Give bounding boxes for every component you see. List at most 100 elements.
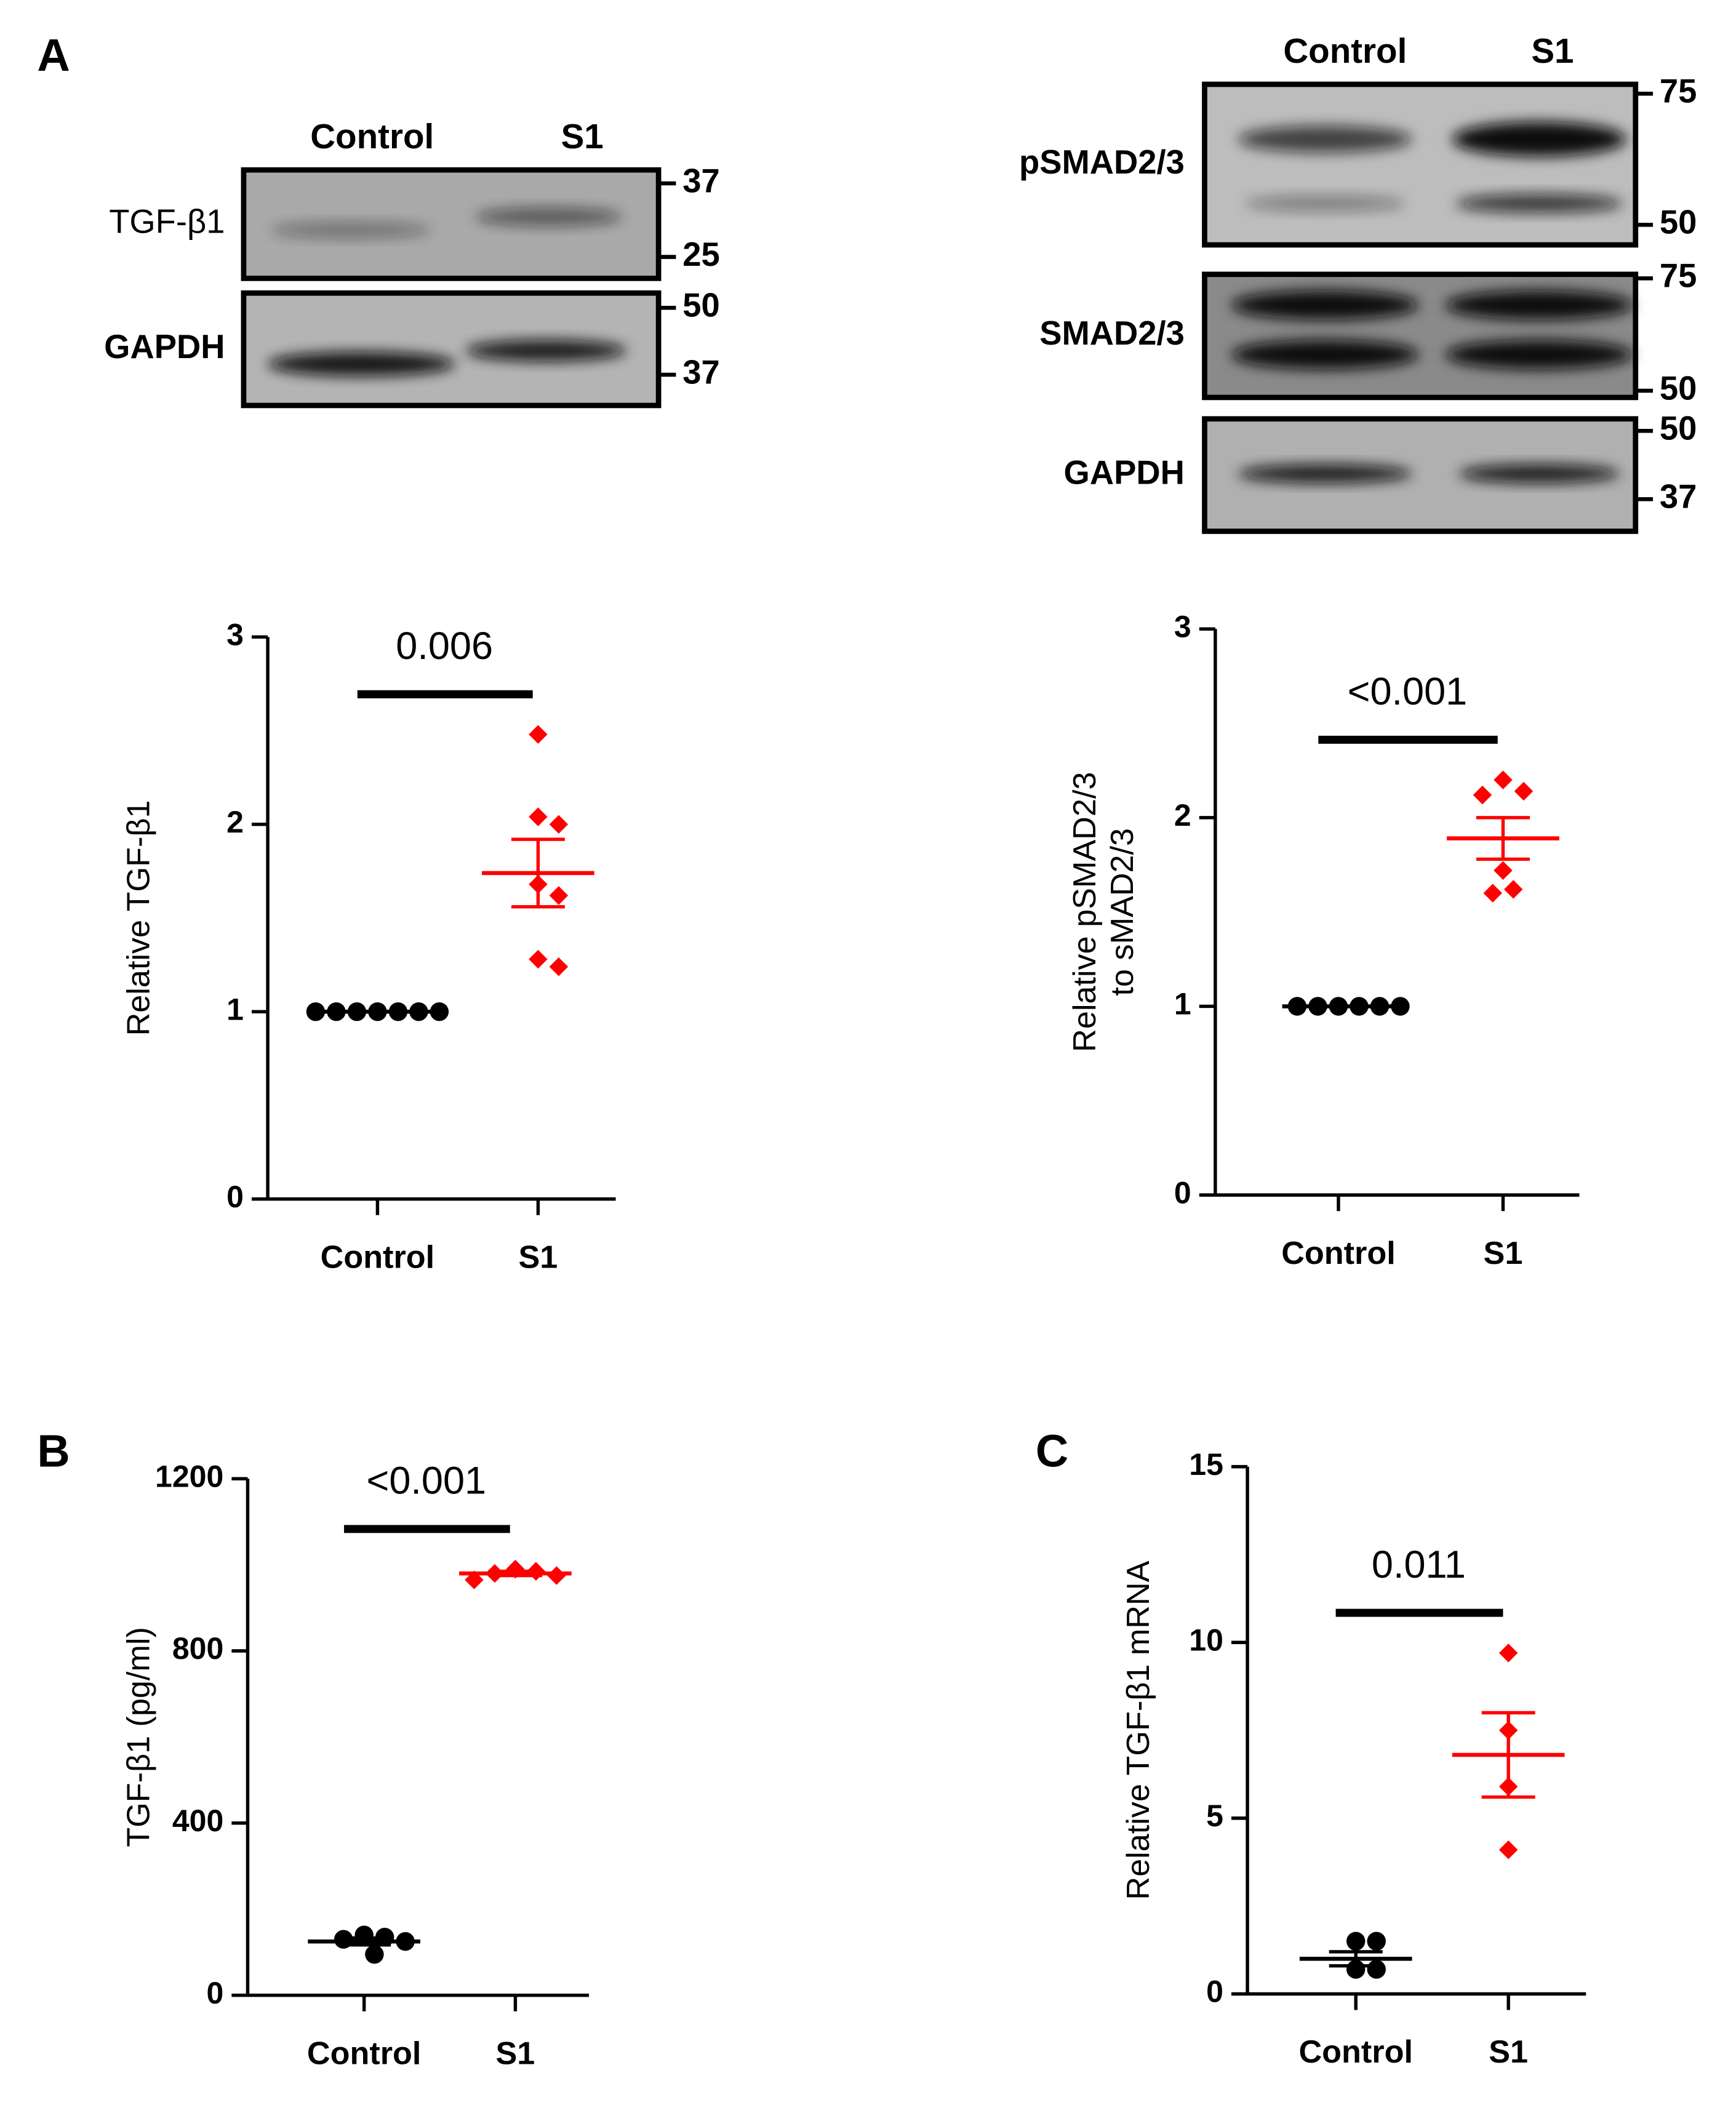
blot-band <box>475 207 623 226</box>
blot-band <box>1244 195 1406 212</box>
p-value: 0.006 <box>396 625 493 668</box>
lane-label: Control <box>1283 31 1407 70</box>
data-point <box>430 1002 449 1021</box>
blot-row-label: TGF-β1 <box>109 203 225 241</box>
data-point <box>1494 770 1513 789</box>
marker-label: 75 <box>1660 257 1697 295</box>
y-axis-label: TGF-β1 (pg/ml) <box>121 1627 156 1847</box>
x-tick-label: Control <box>307 2035 422 2071</box>
blot-band <box>1455 194 1623 213</box>
lane-label: S1 <box>561 117 604 156</box>
y-tick-label: 0 <box>1174 1175 1191 1210</box>
y-tick-label: 0 <box>206 1976 223 2010</box>
x-tick-label: S1 <box>1484 1236 1523 1271</box>
data-point <box>1346 1931 1366 1951</box>
y-tick-label: 1 <box>1174 987 1191 1021</box>
blot-band <box>1231 340 1419 370</box>
error-bar <box>488 1569 542 1578</box>
blot-band <box>465 340 626 362</box>
blot-frame <box>1202 416 1639 534</box>
x-tick-label: Control <box>1298 2034 1413 2070</box>
data-point <box>547 1566 566 1585</box>
x-tick-label: S1 <box>518 1239 558 1275</box>
y-tick-label: 3 <box>226 617 244 652</box>
marker-label: 50 <box>1660 410 1697 447</box>
x-tick-label: S1 <box>1489 2034 1528 2070</box>
panel-label: C <box>1036 1426 1068 1477</box>
error-bar <box>511 837 565 909</box>
blot-row-label: GAPDH <box>104 328 225 365</box>
panel-label: A <box>37 30 70 81</box>
p-value: <0.001 <box>1348 670 1468 713</box>
data-point <box>1498 1840 1518 1859</box>
marker-label: 37 <box>1660 478 1697 516</box>
y-tick-label: 1 <box>226 992 244 1026</box>
y-axis-label: Relative pSMAD2/3 <box>1067 772 1103 1052</box>
data-point <box>1367 1960 1386 1979</box>
y-tick-label: 10 <box>1189 1623 1223 1657</box>
blot-band <box>1445 340 1633 370</box>
blot-row-label: GAPDH <box>1064 453 1185 491</box>
p-value: 0.011 <box>1372 1543 1466 1586</box>
blot-band <box>1452 121 1626 157</box>
y-axis-label: Relative TGF-β1 mRNA <box>1121 1560 1156 1899</box>
x-tick-label: S1 <box>496 2035 535 2071</box>
blot-band <box>1445 290 1633 320</box>
panel-label: B <box>37 1426 70 1477</box>
p-value: <0.001 <box>367 1460 487 1503</box>
y-axis-label: Relative TGF-β1 <box>121 800 156 1036</box>
marker-label: 50 <box>1660 204 1697 241</box>
y-axis-label: to sMAD2/3 <box>1105 828 1140 996</box>
blot-row-label: pSMAD2/3 <box>1019 143 1185 181</box>
data-point <box>306 1002 326 1021</box>
data-point <box>529 725 548 744</box>
error-bar <box>1481 1711 1535 1799</box>
data-point <box>1498 1644 1518 1663</box>
data-point <box>365 1944 384 1964</box>
marker-label: 50 <box>682 287 719 324</box>
data-point <box>1367 1931 1386 1951</box>
data-point <box>549 957 569 977</box>
lane-label: S1 <box>1531 31 1574 70</box>
blot-band <box>1458 464 1620 484</box>
data-point <box>529 807 548 826</box>
y-tick-label: 0 <box>226 1180 244 1214</box>
blot-frame <box>1202 271 1639 401</box>
blot-background <box>1204 84 1636 245</box>
data-point <box>549 886 569 905</box>
error-bar <box>1329 1950 1383 1968</box>
blot-band <box>1238 464 1412 484</box>
x-tick-label: Control <box>1281 1236 1396 1271</box>
data-point <box>549 815 569 834</box>
data-point <box>1503 880 1523 899</box>
blot-band <box>1231 290 1419 320</box>
data-point <box>1473 785 1492 805</box>
marker-label: 75 <box>1660 73 1697 110</box>
marker-label: 37 <box>682 353 719 391</box>
blot-band <box>1238 126 1412 153</box>
y-tick-label: 1200 <box>155 1459 223 1493</box>
data-point <box>1494 861 1513 880</box>
blot-frame <box>241 290 662 409</box>
y-tick-label: 0 <box>1206 1975 1223 2009</box>
marker-label: 25 <box>682 236 719 273</box>
lane-label: Control <box>310 117 434 156</box>
y-tick-label: 5 <box>1206 1799 1223 1833</box>
blot-frame <box>241 167 662 281</box>
blot-band <box>270 222 431 239</box>
x-tick-label: Control <box>321 1239 435 1275</box>
y-tick-label: 3 <box>1174 609 1191 644</box>
data-point <box>1483 884 1502 903</box>
blot-band <box>268 351 455 377</box>
y-tick-label: 400 <box>172 1803 223 1838</box>
data-point <box>1391 997 1410 1016</box>
blot-row-label: SMAD2/3 <box>1039 314 1185 352</box>
error-bar <box>337 1936 391 1947</box>
marker-label: 37 <box>682 162 719 199</box>
data-point <box>529 949 548 969</box>
y-tick-label: 2 <box>226 805 244 839</box>
y-tick-label: 800 <box>172 1631 223 1666</box>
data-point <box>1514 781 1534 801</box>
